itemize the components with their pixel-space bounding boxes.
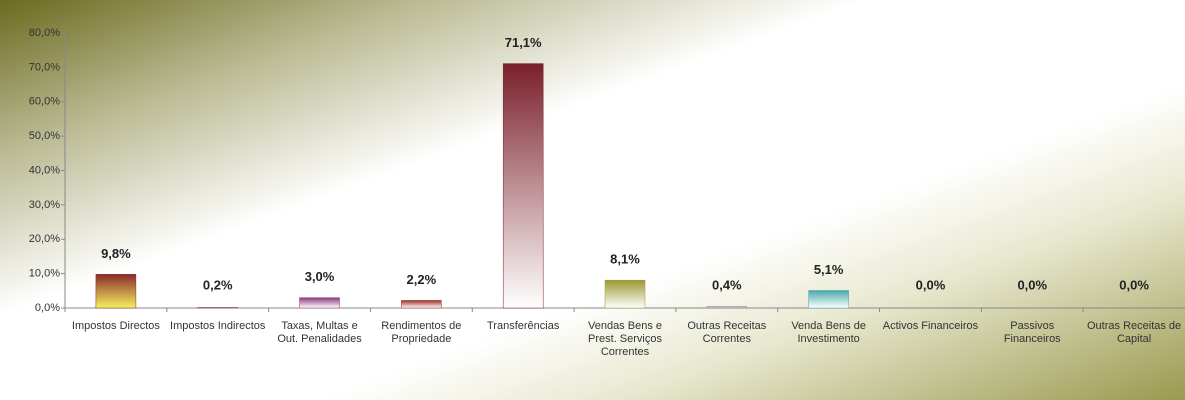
y-tick-label: 70,0% <box>29 61 60 73</box>
x-tick-label: Activos Financeiros <box>882 320 979 332</box>
value-label: 0,0% <box>916 277 946 292</box>
y-tick-label: 80,0% <box>29 27 60 39</box>
value-label: 5,1% <box>814 262 844 277</box>
y-tick-label: 0,0% <box>35 302 60 314</box>
value-label: 71,1% <box>505 35 542 50</box>
x-tick-label: Rendimentos de Propriedade <box>381 320 462 345</box>
x-tick-label: Impostos Directos <box>71 320 160 332</box>
value-label: 3,0% <box>305 269 335 284</box>
bar <box>197 307 238 309</box>
x-tick-label: Transferências <box>487 320 560 332</box>
value-label: 0,0% <box>1119 277 1149 292</box>
bar <box>706 306 748 309</box>
y-tick-label: 60,0% <box>29 96 60 108</box>
x-tick-label: Outras Receitas de Capital <box>1087 320 1182 345</box>
bar <box>401 300 442 309</box>
y-tick-label: 40,0% <box>29 164 60 176</box>
bar <box>502 63 544 309</box>
bar <box>808 290 849 309</box>
value-label: 0,2% <box>203 277 233 292</box>
x-tick-label: Impostos Indirectos <box>170 320 266 332</box>
value-label: 0,4% <box>712 277 742 292</box>
y-tick-label: 10,0% <box>29 268 60 280</box>
value-label: 9,8% <box>101 246 131 261</box>
x-tick-label: Taxas, Multas e Out. Penalidades <box>277 320 362 345</box>
bar <box>95 274 137 309</box>
x-tick-label: Outras Receitas Correntes <box>687 320 767 345</box>
bar <box>299 297 340 309</box>
y-tick-label: 20,0% <box>29 233 60 245</box>
value-label: 8,1% <box>610 252 640 267</box>
x-tick-label: Venda Bens de Investimento <box>791 320 866 345</box>
value-label: 2,2% <box>407 272 437 287</box>
value-label: 0,0% <box>1017 277 1047 292</box>
y-tick-label: 30,0% <box>29 199 60 211</box>
bar <box>604 279 646 309</box>
y-tick-label: 50,0% <box>29 130 60 142</box>
x-tick-label: Vendas Bens e Prest. Serviços Correntes <box>587 320 662 358</box>
x-tick-label: Passivos Financeiros <box>1003 320 1061 345</box>
